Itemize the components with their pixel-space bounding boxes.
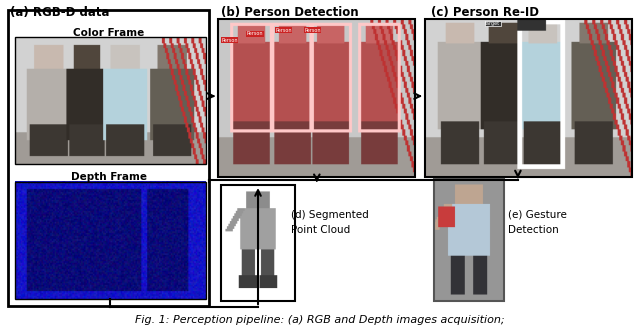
Text: Detection: Detection (508, 225, 558, 235)
Bar (15, 182, 205, 299)
Text: Person: Person (275, 28, 292, 33)
Text: (d) Segmented: (d) Segmented (291, 210, 369, 220)
Text: Person: Person (247, 31, 264, 36)
Bar (8, 10, 209, 306)
Text: (b) Person Detection: (b) Person Detection (221, 6, 359, 19)
Text: Depth Frame: Depth Frame (71, 172, 147, 182)
Bar (425, 19, 632, 177)
Text: Person: Person (304, 28, 321, 33)
Text: target: target (485, 21, 500, 26)
Text: (c) Person Re-ID: (c) Person Re-ID (431, 6, 540, 19)
Bar (221, 185, 294, 301)
Text: Point Cloud: Point Cloud (291, 225, 351, 235)
Bar (15, 37, 205, 164)
Text: Fig. 1: Perception pipeline: (a) RGB and Depth images acquisition;: Fig. 1: Perception pipeline: (a) RGB and… (135, 315, 505, 325)
Text: (a) RGB-D data: (a) RGB-D data (10, 6, 109, 19)
Bar (218, 19, 415, 177)
Text: Color Frame: Color Frame (73, 28, 145, 38)
Text: (e) Gesture: (e) Gesture (508, 210, 566, 220)
Text: Person: Person (221, 38, 238, 43)
Bar (435, 179, 504, 301)
